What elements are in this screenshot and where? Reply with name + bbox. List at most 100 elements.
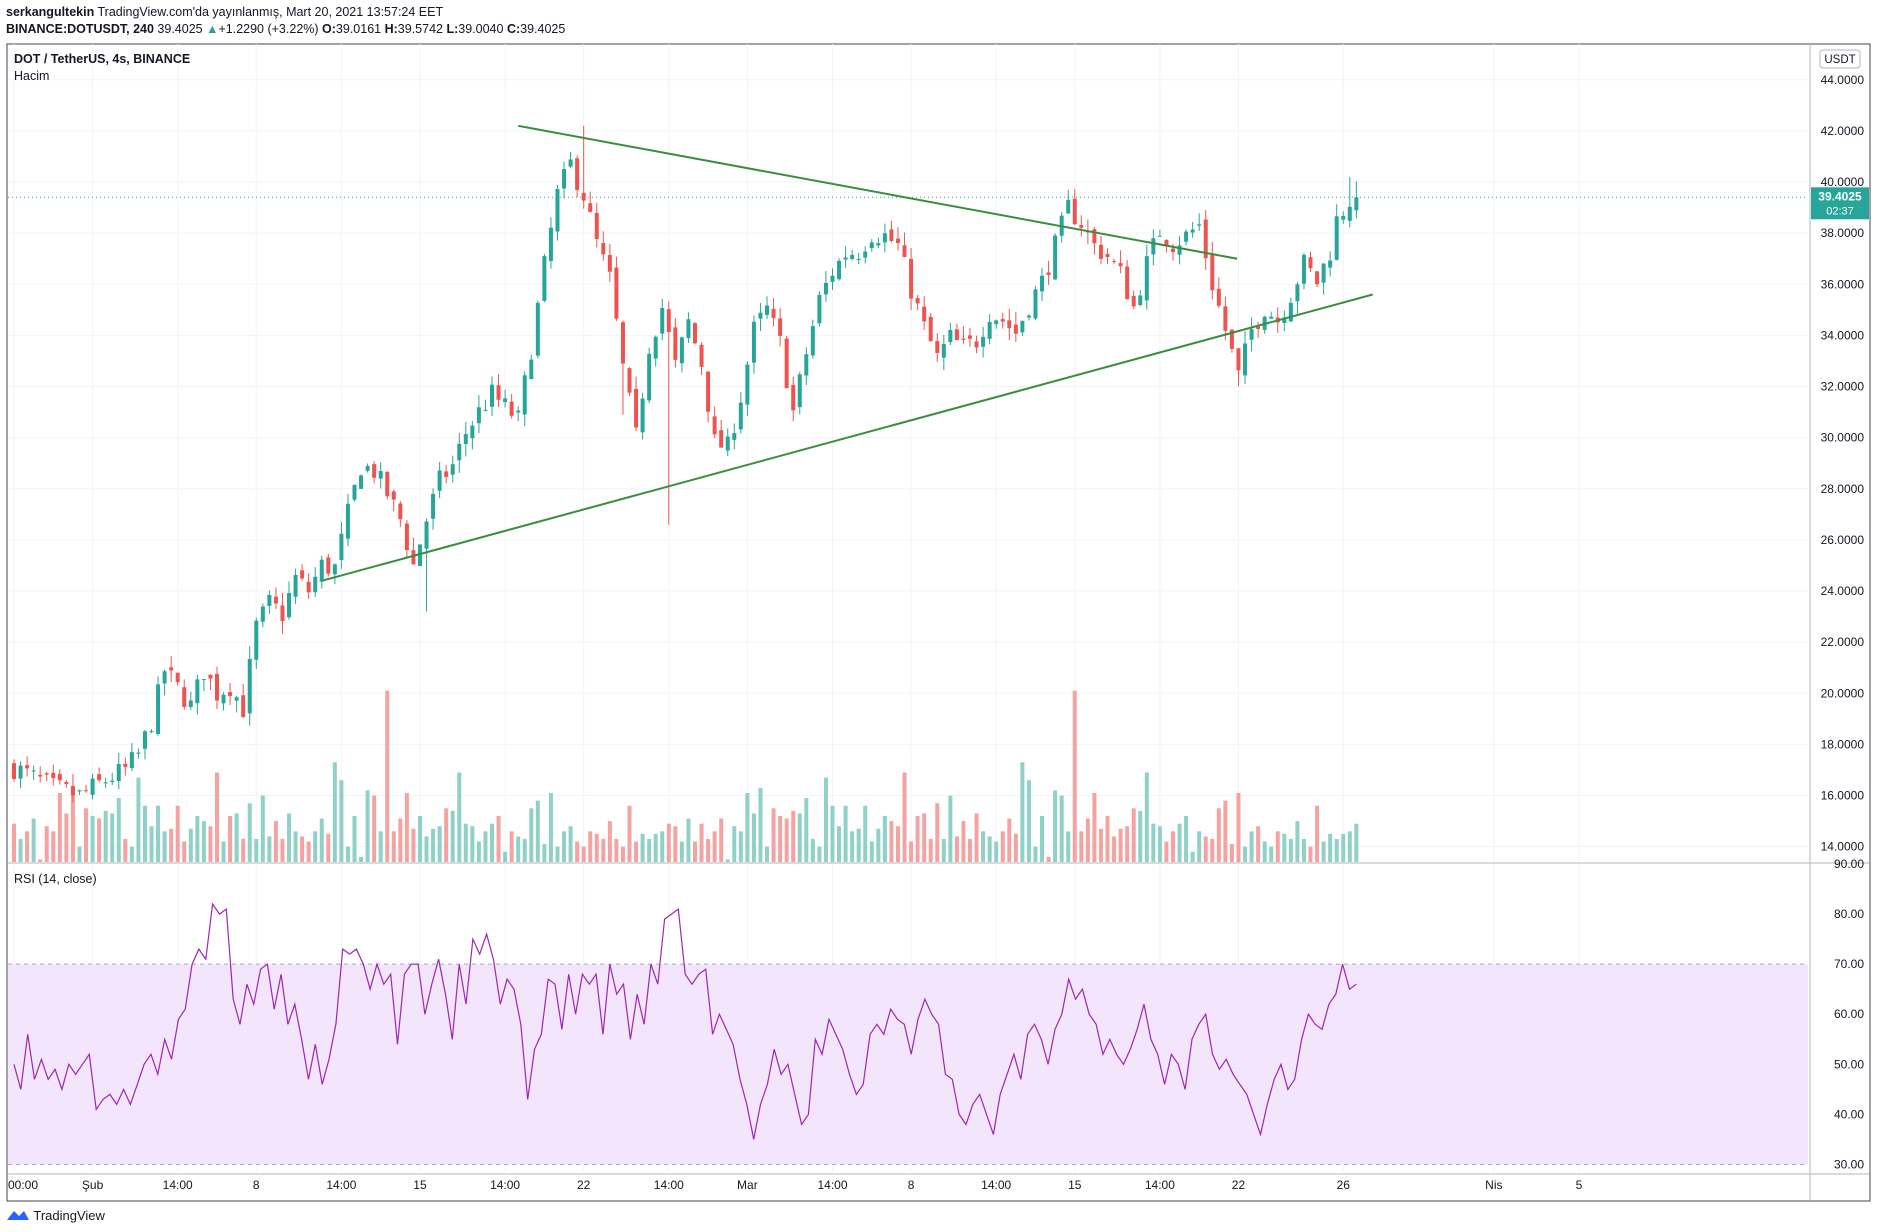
candle[interactable] bbox=[1184, 229, 1189, 246]
candle[interactable] bbox=[961, 326, 966, 344]
candle[interactable] bbox=[273, 587, 278, 609]
candle[interactable] bbox=[568, 151, 573, 168]
candle[interactable] bbox=[758, 302, 763, 331]
candle[interactable] bbox=[1072, 189, 1077, 226]
candle[interactable] bbox=[195, 674, 200, 715]
candle[interactable] bbox=[490, 376, 495, 416]
candle[interactable] bbox=[293, 568, 298, 604]
rsi-series-line[interactable] bbox=[13, 902, 1357, 1140]
candle[interactable] bbox=[660, 298, 665, 341]
candle[interactable] bbox=[51, 764, 56, 786]
candle[interactable] bbox=[837, 258, 842, 281]
candle[interactable] bbox=[653, 335, 658, 367]
candle[interactable] bbox=[1216, 277, 1221, 309]
candle[interactable] bbox=[359, 474, 364, 490]
candle[interactable] bbox=[935, 333, 940, 362]
candle[interactable] bbox=[555, 184, 560, 241]
candle[interactable] bbox=[954, 323, 959, 341]
candle[interactable] bbox=[129, 743, 134, 772]
candle[interactable] bbox=[1301, 252, 1306, 290]
candle[interactable] bbox=[699, 342, 704, 376]
candle[interactable] bbox=[1321, 263, 1326, 295]
candle[interactable] bbox=[221, 692, 226, 711]
candle[interactable] bbox=[922, 296, 927, 331]
candle[interactable] bbox=[260, 603, 265, 627]
candle[interactable] bbox=[784, 336, 789, 389]
candle[interactable] bbox=[810, 319, 815, 359]
candle[interactable] bbox=[1053, 233, 1058, 280]
candle[interactable] bbox=[948, 322, 953, 345]
candle[interactable] bbox=[103, 777, 108, 788]
candle[interactable] bbox=[234, 695, 239, 713]
candle[interactable] bbox=[503, 389, 508, 408]
candle[interactable] bbox=[692, 322, 697, 345]
candle[interactable] bbox=[169, 655, 174, 682]
candle[interactable] bbox=[1256, 321, 1261, 338]
candle[interactable] bbox=[830, 268, 835, 291]
candle[interactable] bbox=[594, 202, 599, 248]
candle[interactable] bbox=[535, 300, 540, 359]
candle[interactable] bbox=[1007, 308, 1012, 341]
candle[interactable] bbox=[483, 399, 488, 412]
candle[interactable] bbox=[981, 326, 986, 358]
candle[interactable] bbox=[673, 318, 678, 368]
candle[interactable] bbox=[863, 246, 868, 264]
candle[interactable] bbox=[679, 336, 684, 373]
candle[interactable] bbox=[1334, 204, 1339, 261]
candle[interactable] bbox=[1105, 248, 1110, 265]
candle[interactable] bbox=[385, 471, 390, 500]
candle[interactable] bbox=[1197, 213, 1202, 231]
candlestick-series[interactable] bbox=[12, 125, 1359, 803]
candle[interactable] bbox=[1210, 241, 1215, 300]
candle[interactable] bbox=[1151, 229, 1156, 266]
candle[interactable] bbox=[1249, 317, 1254, 352]
candle[interactable] bbox=[640, 392, 645, 440]
candle[interactable] bbox=[214, 666, 219, 710]
candle[interactable] bbox=[843, 246, 848, 268]
candle[interactable] bbox=[968, 328, 973, 347]
candle[interactable] bbox=[12, 759, 16, 782]
candle[interactable] bbox=[607, 243, 612, 282]
candle[interactable] bbox=[797, 371, 802, 415]
candle[interactable] bbox=[201, 679, 206, 692]
candle[interactable] bbox=[280, 592, 285, 634]
price-axis[interactable]: 44.0000 42.0000 40.0000 38.0000 36.0000 34.00… bbox=[1821, 73, 1865, 854]
candle[interactable] bbox=[1282, 310, 1287, 332]
candle[interactable] bbox=[1020, 320, 1025, 337]
candle[interactable] bbox=[1341, 211, 1346, 224]
candle[interactable] bbox=[712, 406, 717, 439]
candle[interactable] bbox=[437, 462, 442, 499]
candle[interactable] bbox=[647, 347, 652, 404]
candle[interactable] bbox=[457, 433, 462, 473]
candle[interactable] bbox=[182, 679, 187, 710]
candle[interactable] bbox=[804, 347, 809, 386]
candle[interactable] bbox=[84, 784, 89, 793]
candle[interactable] bbox=[319, 555, 324, 589]
candle[interactable] bbox=[1243, 331, 1248, 384]
candle[interactable] bbox=[64, 780, 69, 788]
candle[interactable] bbox=[1328, 251, 1333, 277]
candle[interactable] bbox=[817, 291, 822, 327]
candle[interactable] bbox=[509, 394, 514, 419]
candle[interactable] bbox=[450, 455, 455, 483]
candle[interactable] bbox=[1236, 347, 1241, 387]
candle[interactable] bbox=[1203, 210, 1208, 271]
candle[interactable] bbox=[725, 428, 730, 457]
candle[interactable] bbox=[1269, 311, 1274, 319]
candle[interactable] bbox=[372, 461, 377, 484]
candle[interactable] bbox=[928, 312, 933, 342]
candle[interactable] bbox=[516, 406, 521, 422]
candle[interactable] bbox=[44, 771, 49, 782]
candle[interactable] bbox=[90, 773, 95, 800]
candle[interactable] bbox=[306, 573, 311, 599]
currency-badge[interactable]: USDT bbox=[1819, 49, 1861, 69]
candle[interactable] bbox=[156, 676, 161, 736]
candle[interactable] bbox=[339, 522, 344, 569]
candle[interactable] bbox=[719, 419, 724, 448]
candle[interactable] bbox=[686, 312, 691, 344]
candle[interactable] bbox=[391, 489, 396, 512]
candle[interactable] bbox=[620, 320, 625, 415]
candle[interactable] bbox=[1157, 229, 1162, 237]
candle[interactable] bbox=[1118, 250, 1123, 274]
